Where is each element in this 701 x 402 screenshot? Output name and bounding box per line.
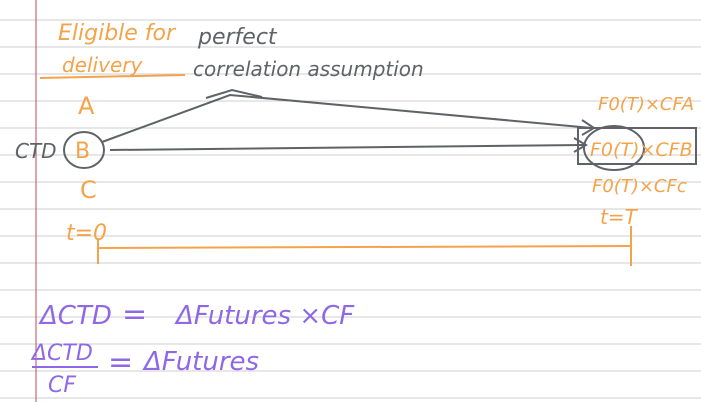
bond-b-label: B xyxy=(75,139,90,164)
eq2-right: ΔFutures xyxy=(142,347,259,377)
note-bracket xyxy=(205,88,263,99)
b-arrow xyxy=(109,144,585,151)
time-start-label: t=0 xyxy=(66,221,107,246)
bond-a-label: A xyxy=(78,92,95,120)
eq2-equals: = xyxy=(108,345,133,380)
ctd-label: CTD xyxy=(15,139,57,163)
eligible-label: Eligible for xyxy=(58,21,177,46)
eq2-numerator: ΔCTD xyxy=(30,341,93,366)
eq1-left: ΔCTD xyxy=(38,301,112,331)
term-b-circle xyxy=(583,125,645,171)
bond-b-circle xyxy=(63,131,105,169)
ruled-lines xyxy=(0,19,701,399)
eq1-right: ΔFutures ×CF xyxy=(174,301,355,331)
term-b: F0(T)×CFB xyxy=(590,139,693,161)
delivery-underline xyxy=(39,74,186,79)
note-correlation: correlation assumption xyxy=(193,57,424,81)
note-perfect: perfect xyxy=(197,25,278,50)
time-axis xyxy=(97,245,633,249)
delivery-label: delivery xyxy=(62,53,143,77)
assumption-arrow xyxy=(101,93,593,143)
term-c: F0(T)×CFc xyxy=(592,176,687,197)
term-b-box xyxy=(577,127,697,165)
bond-c-label: C xyxy=(80,176,97,204)
eq2-denominator: CF xyxy=(48,373,76,398)
term-a: F0(T)×CFA xyxy=(598,94,694,115)
time-end-label: t=T xyxy=(600,205,639,229)
eq1-equals: = xyxy=(122,297,147,332)
